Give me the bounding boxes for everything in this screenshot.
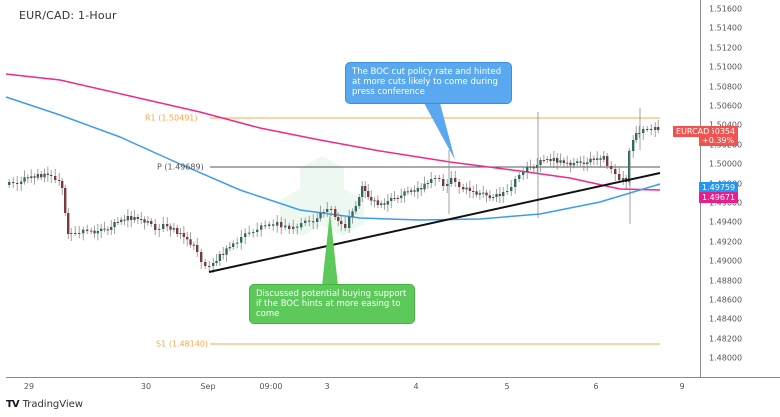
price-tick: 1.50800: [709, 82, 743, 92]
tradingview-logo[interactable]: TV TradingView: [6, 399, 83, 410]
time-axis[interactable]: 29 30 Sep 09:00 3 4 5 6 9: [6, 377, 780, 396]
ma-magenta-tag: 1.49671: [699, 192, 739, 203]
price-tick: 1.51600: [709, 4, 743, 14]
price-tick: 1.51200: [709, 43, 743, 53]
symbol-tag: EURCAD: [673, 126, 713, 137]
time-tick: Sep: [200, 382, 216, 391]
time-tick: 30: [140, 382, 152, 391]
last-price-change: +0.39%: [702, 136, 735, 145]
ma-blue-line: [5, 96, 661, 221]
time-tick: 6: [593, 382, 599, 391]
price-tick: 1.48400: [709, 314, 743, 324]
price-tick: 1.50600: [709, 101, 743, 111]
price-tick: 1.49200: [709, 237, 743, 247]
ma-blue-tag: 1.49759: [699, 182, 739, 193]
price-tick: 1.48600: [709, 295, 743, 305]
r1-label: R1 (1.50491): [145, 113, 198, 123]
chart-title: EUR/CAD: 1-Hour: [19, 9, 117, 22]
price-tick: 1.49000: [709, 256, 743, 266]
blue-callout: The BOC cut policy rate and hinted at mo…: [345, 62, 512, 104]
time-tick: 9: [679, 382, 685, 391]
price-tick: 1.51400: [709, 23, 743, 33]
tradingview-brand: TradingView: [22, 399, 83, 410]
time-tick: 3: [324, 382, 330, 391]
green-callout: Discussed potential buying support if th…: [249, 284, 415, 324]
time-tick: 4: [413, 382, 419, 391]
ma-magenta-line: [5, 73, 661, 191]
time-tick: 29: [23, 382, 35, 391]
ascending-trendline: [208, 172, 661, 273]
price-tick: 1.49400: [709, 217, 743, 227]
price-tick: 1.50400: [709, 121, 742, 130]
time-tick: 09:00: [259, 382, 283, 391]
price-plot[interactable]: [0, 0, 700, 377]
price-tick: 1.48800: [709, 276, 743, 286]
price-tick: 1.48200: [709, 334, 743, 344]
price-tick: 1.48000: [709, 353, 743, 363]
blue-callout-pointer: [424, 103, 455, 160]
price-axis[interactable]: 1.51600 1.51400 1.51200 1.51000 1.50800 1.506…: [699, 0, 780, 377]
time-tick: 5: [504, 382, 510, 391]
tradingview-mark-icon: TV: [6, 399, 20, 410]
green-callout-pointer: [322, 212, 338, 286]
last-price-value: 1.50354: [702, 127, 736, 136]
price-tick: 1.51000: [709, 62, 743, 72]
pivot-label: P (1.49689): [157, 162, 204, 172]
price-tick: 1.49600: [709, 198, 743, 208]
price-tick: 1.50000: [709, 159, 743, 169]
s1-label: S1 (1.48140): [156, 339, 209, 349]
watermark-logo: [280, 156, 364, 236]
